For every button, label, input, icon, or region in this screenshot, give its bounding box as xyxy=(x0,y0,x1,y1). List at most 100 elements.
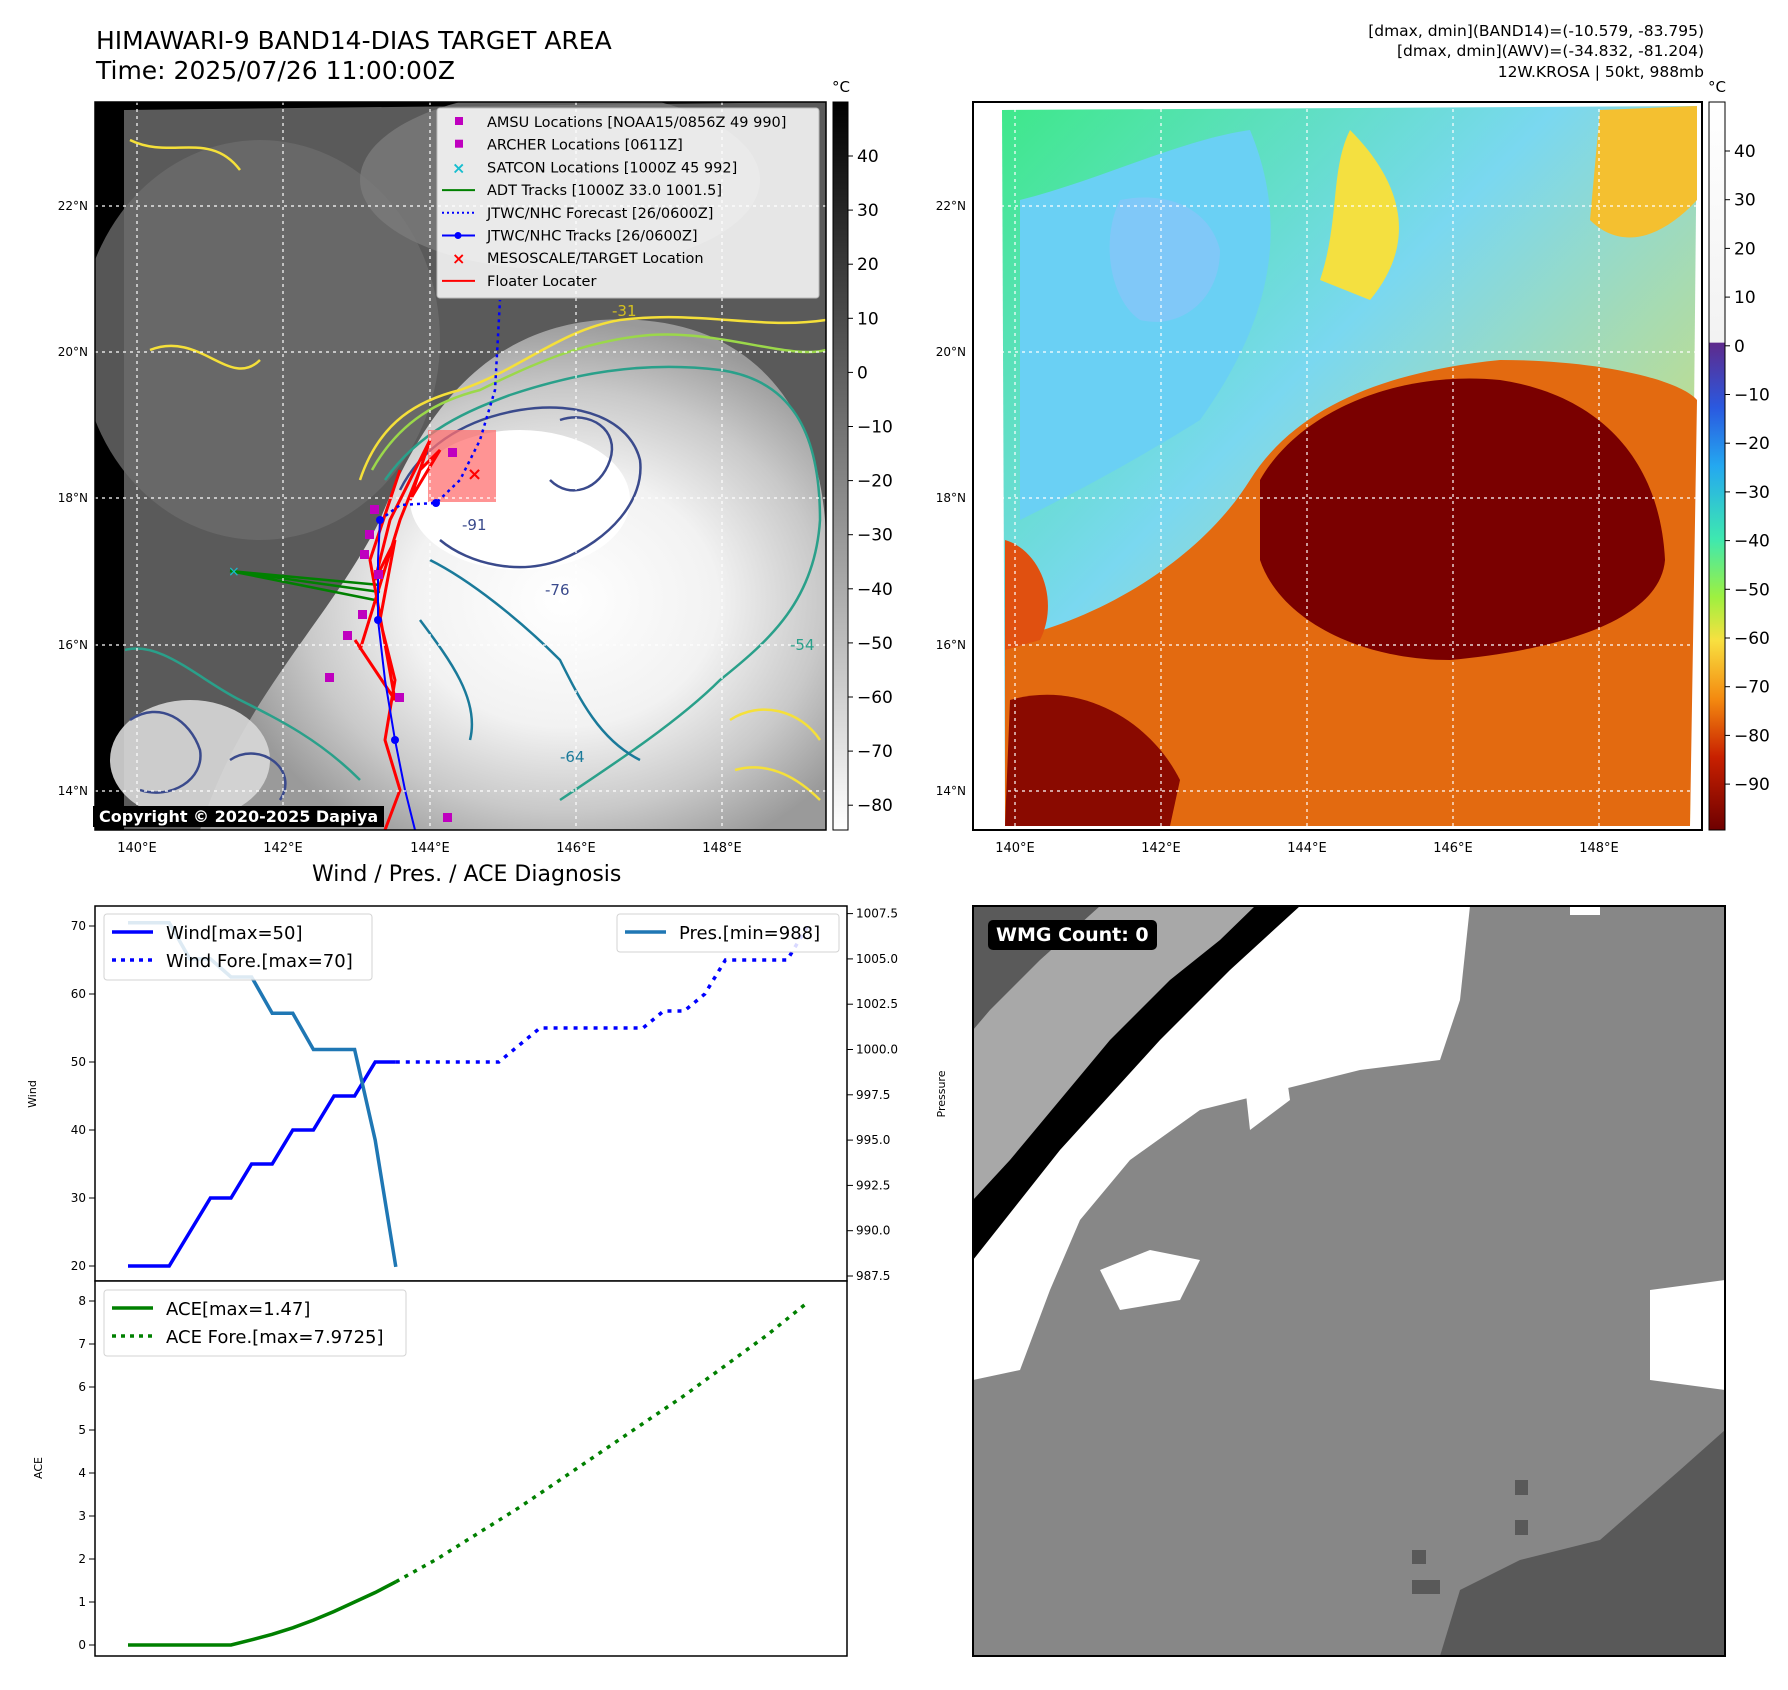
legend-square-marker xyxy=(455,117,463,125)
pressure-tick-label: 1005.0 xyxy=(856,952,898,966)
lon-tick-label: 144°E xyxy=(410,841,450,856)
legend-x-marker: × xyxy=(452,249,465,268)
awv-range-text: [dmax, dmin](AWV)=(-34.832, -81.204) xyxy=(1397,42,1704,60)
ace-forecast-line xyxy=(394,1300,809,1584)
contour-label: -91 xyxy=(462,516,487,534)
colorbar-tick-label: −50 xyxy=(857,634,893,654)
lon-tick-label: 146°E xyxy=(1433,841,1473,856)
legend-entry: AMSU Locations [NOAA15/0856Z 49 990] xyxy=(455,115,786,131)
colorbar-tick-label: 30 xyxy=(1734,191,1756,211)
lat-tick-label: 22°N xyxy=(936,199,966,213)
legend-entry: × SATCON Locations [1000Z 45 992] xyxy=(452,158,737,177)
pressure-tick-label: 1007.5 xyxy=(856,907,898,921)
legend-ace: ACE[max=1.47] xyxy=(166,1299,310,1320)
colorbar-tick-label: −30 xyxy=(857,526,893,546)
lat-tick-label: 14°N xyxy=(58,784,88,798)
contour-label: -54 xyxy=(790,636,815,654)
pressure-tick-label: 992.5 xyxy=(856,1178,890,1192)
wind-pressure-chart: 70 60 50 40 30 20 1007.5 1005.0 1002.5 1000.0 997… xyxy=(26,905,948,1283)
ace-tick-label: 3 xyxy=(78,1509,86,1523)
legend-label: ARCHER Locations [0611Z] xyxy=(487,138,683,154)
wind-tick-label: 50 xyxy=(71,1055,86,1069)
lat-tick-label: 20°N xyxy=(58,345,88,359)
ace-tick-label: 8 xyxy=(78,1294,86,1308)
legend-pressure: Pres.[min=988] xyxy=(679,923,820,944)
lat-tick-label: 18°N xyxy=(936,491,966,505)
wmg-panel xyxy=(972,905,1726,1657)
ace-tick-label: 0 xyxy=(78,1638,86,1652)
ace-tick-label: 6 xyxy=(78,1380,86,1394)
legend-label: Floater Locater xyxy=(487,274,596,290)
colorbar-tick-label: −50 xyxy=(1734,580,1770,600)
pressure-legend: Pres.[min=988] xyxy=(616,913,840,953)
wind-line xyxy=(128,1060,396,1268)
contour-label: -64 xyxy=(560,748,585,766)
pressure-tick-label: 995.0 xyxy=(856,1133,890,1147)
ace-legend: ACE[max=1.47] ACE Fore.[max=7.9725] xyxy=(103,1289,407,1357)
wind-tick-label: 60 xyxy=(71,987,86,1001)
wind-tick-label: 30 xyxy=(71,1191,86,1205)
lat-tick-label: 20°N xyxy=(936,345,966,359)
contour-label: -31 xyxy=(612,302,637,320)
figure-title: HIMAWARI-9 BAND14-DIAS TARGET AREA xyxy=(96,26,612,55)
legend-label: MESOSCALE/TARGET Location xyxy=(487,251,704,267)
pressure-tick-label: 1002.5 xyxy=(856,997,898,1011)
colorbar-tick-label: 10 xyxy=(857,309,879,329)
copyright-label: Copyright © 2020-2025 Dapiya xyxy=(93,806,385,827)
awv-map xyxy=(973,102,1702,830)
colorbar-tick-label: −70 xyxy=(857,742,893,762)
colorbar-tick-label: 10 xyxy=(1734,288,1756,308)
colorbar-tick-label: −40 xyxy=(1734,532,1770,552)
wind-tick-label: 40 xyxy=(71,1123,86,1137)
legend-label: SATCON Locations [1000Z 45 992] xyxy=(487,160,737,176)
legend-label: JTWC/NHC Forecast [26/0600Z] xyxy=(486,206,713,222)
pressure-axis-label: Pressure xyxy=(935,1070,948,1117)
legend-entry: × MESOSCALE/TARGET Location xyxy=(452,249,704,268)
legend-entry: JTWC/NHC Forecast [26/0600Z] xyxy=(442,206,713,222)
legend-entry: JTWC/NHC Tracks [26/0600Z] xyxy=(442,229,698,245)
legend-wind: Wind[max=50] xyxy=(166,923,303,944)
colorbar-tick-label: −80 xyxy=(857,796,893,816)
storm-info-text: 12W.KROSA | 50kt, 988mb xyxy=(1497,63,1704,81)
ace-tick-label: 7 xyxy=(78,1337,86,1351)
pressure-tick-label: 1000.0 xyxy=(856,1043,898,1057)
pressure-tick-label: 990.0 xyxy=(856,1224,890,1238)
wind-legend: Wind[max=50] Wind Fore.[max=70] xyxy=(103,913,373,981)
ace-tick-label: 1 xyxy=(78,1595,86,1609)
pressure-tick-label: 987.5 xyxy=(856,1269,890,1283)
colorbar-tick-label: −10 xyxy=(1734,386,1770,406)
lon-tick-label: 148°E xyxy=(1579,841,1619,856)
lat-tick-label: 16°N xyxy=(936,638,966,652)
svg-text:×: × xyxy=(467,464,482,485)
colorbar-tick-label: −40 xyxy=(857,580,893,600)
ace-line xyxy=(128,1580,397,1647)
band14-range-text: [dmax, dmin](BAND14)=(-10.579, -83.795) xyxy=(1368,22,1704,40)
svg-text:×: × xyxy=(228,564,240,580)
wind-tick-label: 70 xyxy=(71,919,86,933)
contour-label: -76 xyxy=(545,581,570,599)
legend-label: JTWC/NHC Tracks [26/0600Z] xyxy=(486,229,698,245)
lon-tick-label: 140°E xyxy=(995,841,1035,856)
colorbar-tick-label: −30 xyxy=(1734,483,1770,503)
legend-entry: ARCHER Locations [0611Z] xyxy=(455,138,683,154)
colorbar-tick-label: 20 xyxy=(857,255,879,275)
ace-tick-label: 5 xyxy=(78,1423,86,1437)
diagnosis-title: Wind / Pres. / ACE Diagnosis xyxy=(312,862,622,887)
gray-colorbar xyxy=(832,101,849,831)
lon-tick-label: 148°E xyxy=(702,841,742,856)
colorbar-tick-label: −10 xyxy=(857,418,893,438)
legend-wind-forecast: Wind Fore.[max=70] xyxy=(166,951,353,972)
legend-dot-marker xyxy=(454,232,462,239)
legend-x-marker: × xyxy=(452,158,465,177)
ace-tick-label: 4 xyxy=(78,1466,86,1480)
colorbar-tick-label: 40 xyxy=(1734,142,1756,162)
colorbar-tick-label: −20 xyxy=(857,472,893,492)
awv-colorbar xyxy=(1708,101,1726,831)
awv-colorbar-unit: °C xyxy=(1708,78,1726,96)
wmg-count-label: WMG Count: 0 xyxy=(988,920,1157,950)
legend-square-marker xyxy=(455,139,463,148)
lat-tick-label: 22°N xyxy=(58,199,88,213)
lat-tick-label: 18°N xyxy=(58,491,88,505)
colorbar-tick-label: −60 xyxy=(857,688,893,708)
colorbar-tick-label: 30 xyxy=(857,201,879,221)
